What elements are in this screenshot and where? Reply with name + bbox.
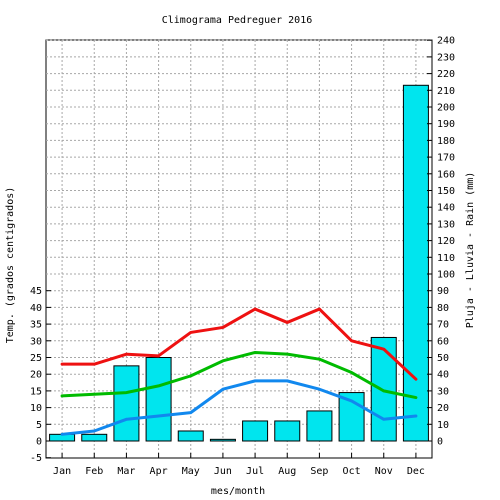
- x-tick-label: Jun: [214, 466, 232, 477]
- right-tick-label: 160: [437, 169, 455, 180]
- right-tick-label: 50: [437, 353, 449, 364]
- x-tick-label: Apr: [150, 466, 168, 477]
- x-tick-label: Oct: [343, 466, 361, 477]
- left-tick-label: 10: [30, 403, 42, 414]
- y-axis-label-left: Temp. (grados centigrados): [5, 187, 16, 344]
- right-tick-label: 200: [437, 103, 455, 114]
- right-tick-label: 220: [437, 69, 455, 80]
- left-tick-label: -5: [30, 453, 42, 464]
- right-tick-label: 30: [437, 386, 449, 397]
- right-tick-label: 60: [437, 336, 449, 347]
- rain-bar: [113, 365, 140, 442]
- right-tick-label: 240: [437, 36, 455, 47]
- right-tick-label: 0: [437, 437, 443, 448]
- right-tick-label: 210: [437, 86, 455, 97]
- right-tick-label: 20: [437, 403, 449, 414]
- x-tick-label: Aug: [278, 466, 296, 477]
- left-tick-label: 20: [30, 370, 42, 381]
- right-axis: 0 10 20 30 40 50 60 70 80 90 100 110 120 130 140 150 160…: [427, 36, 455, 448]
- right-tick-label: 140: [437, 203, 455, 214]
- right-tick-label: 170: [437, 153, 455, 164]
- right-tick-label: 80: [437, 303, 449, 314]
- left-tick-label: 15: [30, 386, 42, 397]
- right-tick-label: 230: [437, 52, 455, 63]
- chart-title: Climograma Pedreguer 2016: [162, 15, 313, 26]
- x-tick-label: May: [182, 466, 200, 477]
- rain-bar: [145, 357, 172, 442]
- rain-bars: [49, 84, 429, 442]
- grid-layer: [46, 39, 432, 458]
- x-tick-label: Feb: [85, 466, 103, 477]
- right-tick-label: 100: [437, 270, 455, 281]
- x-tick-label: Dec: [407, 466, 425, 477]
- y-axis-label-right: Pluja - Lluvia - Rain (mm): [465, 172, 476, 329]
- x-axis: Jan Feb Mar Apr May Jun Jul Aug Sep Oct Nov Dec: [53, 453, 425, 477]
- left-tick-label: 0: [36, 437, 42, 448]
- left-tick-label: 30: [30, 336, 42, 347]
- temperature-line: [60, 379, 418, 436]
- x-tick-label: Mar: [117, 466, 135, 477]
- right-tick-label: 130: [437, 219, 455, 230]
- right-tick-label: 40: [437, 370, 449, 381]
- temperature-line: [60, 350, 418, 400]
- right-tick-label: 10: [437, 420, 449, 431]
- x-tick-label: Sep: [310, 466, 328, 477]
- rain-bar: [306, 410, 333, 442]
- temperature-lines: [60, 307, 418, 436]
- x-tick-label: Nov: [375, 466, 393, 477]
- plot-area: [45, 39, 433, 459]
- left-tick-label: 45: [30, 286, 42, 297]
- rain-bar: [177, 430, 204, 442]
- x-tick-label: Jan: [53, 466, 71, 477]
- right-tick-label: 190: [437, 119, 455, 130]
- rain-bar: [274, 420, 301, 442]
- rain-bar: [402, 84, 429, 442]
- left-tick-label: 35: [30, 320, 42, 331]
- right-tick-label: 90: [437, 286, 449, 297]
- temperature-line: [60, 307, 418, 381]
- left-tick-label: 25: [30, 353, 42, 364]
- left-axis: -5 0 5 10 15 20 25 30 35 40 45: [30, 286, 51, 464]
- right-tick-label: 180: [437, 136, 455, 147]
- rain-bar: [209, 438, 236, 442]
- right-tick-label: 150: [437, 186, 455, 197]
- left-tick-label: 5: [36, 420, 42, 431]
- right-tick-label: 120: [437, 236, 455, 247]
- rain-bar: [81, 433, 108, 442]
- rain-bar: [242, 420, 269, 442]
- left-tick-label: 40: [30, 303, 42, 314]
- right-tick-label: 110: [437, 253, 455, 264]
- right-tick-label: 70: [437, 320, 449, 331]
- x-axis-label: mes/month: [211, 486, 265, 497]
- x-tick-label: Jul: [246, 466, 264, 477]
